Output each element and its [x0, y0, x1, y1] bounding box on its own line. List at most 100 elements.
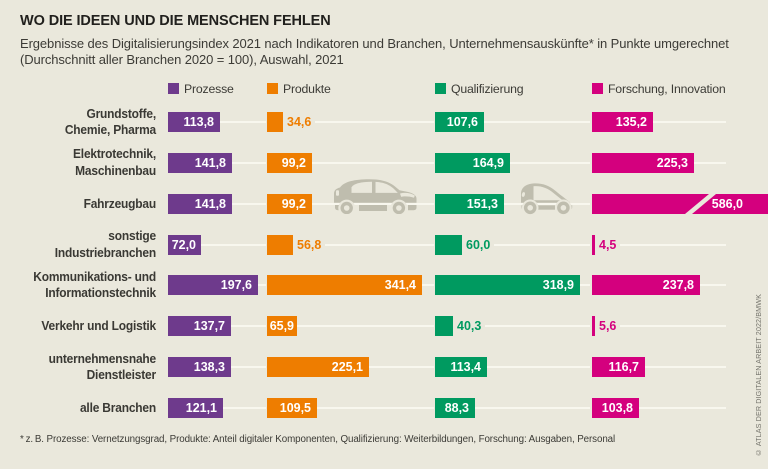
value-label: 137,7	[193, 318, 225, 334]
chart-title: WO DIE IDEEN UND DIE MENSCHEN FEHLEN	[20, 13, 331, 29]
legend-swatch-icon	[435, 83, 446, 94]
subtitle-line-2: (Durchschnitt aller Branchen 2020 = 100)…	[20, 52, 344, 67]
value-label: 586,0	[711, 195, 743, 211]
value-label: 113,4	[449, 359, 481, 375]
track-line	[312, 161, 434, 164]
bar-prozesse	[168, 152, 233, 173]
bar-forschung-innovation	[592, 152, 695, 173]
value-label: 34,6	[286, 114, 312, 129]
bar-forschung-innovation	[592, 193, 768, 214]
legend-label: Produkte	[283, 82, 331, 96]
bar-prozesse	[168, 234, 201, 255]
value-label: 121,1	[185, 399, 218, 415]
bar-qualifizierung	[435, 234, 463, 255]
track-line	[639, 406, 726, 409]
bar-qualifizierung	[435, 152, 510, 173]
legend-label: Prozesse	[184, 82, 234, 96]
value-label: 341,4	[384, 277, 417, 293]
compact-car-icon	[521, 183, 573, 215]
track-line	[296, 325, 434, 328]
category-label: sonstige Industriebranchen	[54, 228, 156, 260]
value-label: 151,3	[466, 195, 498, 211]
value-label: 197,6	[220, 277, 252, 293]
track-line	[475, 406, 591, 409]
bar-prozesse	[168, 397, 224, 418]
value-label: 141,8	[195, 195, 227, 211]
value-label: 164,9	[472, 154, 504, 170]
legend-swatch-icon	[267, 83, 278, 94]
track-line	[619, 325, 726, 328]
track-line	[494, 243, 591, 246]
track-line	[324, 243, 434, 246]
track-line	[653, 121, 726, 123]
sedan-car-icon	[334, 179, 417, 214]
bar-produkte	[267, 357, 370, 378]
bar-prozesse	[168, 112, 220, 132]
value-label: 60,0	[466, 236, 491, 252]
track-line	[232, 202, 266, 205]
bar-produkte	[267, 193, 313, 214]
track-line	[486, 366, 591, 369]
attribution-credit: © ATLAS DER DIGITALEN ARBEIT 2022/BMWK	[754, 294, 763, 457]
value-label: 40,3	[457, 318, 482, 334]
track-line	[694, 161, 726, 164]
track-line	[619, 243, 726, 246]
track-line	[503, 202, 591, 205]
track-line	[422, 284, 434, 287]
track-line	[223, 406, 266, 409]
bar-qualifizierung	[435, 193, 504, 214]
value-label: 4,5	[598, 236, 616, 252]
category-label: Grundstoffe, Chemie, Pharma	[64, 105, 156, 137]
category-label: Verkehr und Logistik	[41, 318, 156, 334]
track-line	[230, 366, 266, 369]
value-label: 116,7	[608, 359, 640, 375]
legend-label: Qualifizierung	[451, 82, 524, 96]
track-line	[312, 202, 434, 205]
category-label: unternehmensnahe Dienstleister	[48, 350, 157, 383]
track-line	[369, 366, 434, 369]
category-label: alle Branchen	[79, 399, 156, 415]
track-line	[645, 366, 726, 369]
value-label: 5,6	[598, 318, 616, 334]
bar-produkte	[267, 112, 283, 132]
track-line	[509, 161, 591, 164]
category-label: Elektrotechnik, Maschinenbau	[73, 146, 156, 178]
track-line	[316, 406, 434, 409]
bar-produkte	[267, 234, 293, 255]
value-label: 88,3	[444, 399, 470, 415]
value-label: 109,5	[279, 399, 311, 415]
track-line	[200, 243, 266, 246]
value-label: 65,9	[269, 318, 294, 334]
value-label: 225,1	[332, 359, 364, 375]
bar-forschung-innovation	[592, 357, 646, 378]
track-line	[219, 121, 266, 123]
bar-forschung-innovation	[592, 112, 654, 132]
value-label: 113,8	[183, 114, 214, 129]
value-label: 107,6	[446, 114, 478, 129]
bar-forschung-innovation	[592, 316, 595, 337]
category-label: Fahrzeugbau	[83, 195, 157, 211]
value-label: 72,0	[172, 236, 197, 252]
bar-produkte	[267, 316, 297, 337]
bar-produkte	[267, 397, 317, 418]
legend-label: Forschung, Innovation	[608, 82, 726, 96]
bar-forschung-innovation	[592, 275, 701, 296]
bar-qualifizierung	[435, 275, 580, 296]
bar-prozesse	[168, 357, 231, 378]
track-line	[579, 284, 591, 287]
value-label: 138,3	[193, 359, 225, 375]
track-line	[314, 121, 434, 123]
bar-prozesse	[168, 275, 258, 296]
bar-forschung-innovation	[592, 397, 640, 418]
value-label: 103,8	[601, 399, 634, 415]
bar-prozesse	[168, 193, 233, 214]
footnote: * z. B. Prozesse: Vernetzungsgrad, Produ…	[20, 434, 616, 445]
value-label: 318,9	[542, 277, 574, 293]
track-line	[483, 121, 591, 123]
bar-qualifizierung	[435, 112, 484, 132]
bar-forschung-innovation	[592, 234, 595, 255]
track-line	[700, 284, 726, 287]
bar-qualifizierung	[435, 397, 476, 418]
legend-swatch-icon	[592, 83, 603, 94]
